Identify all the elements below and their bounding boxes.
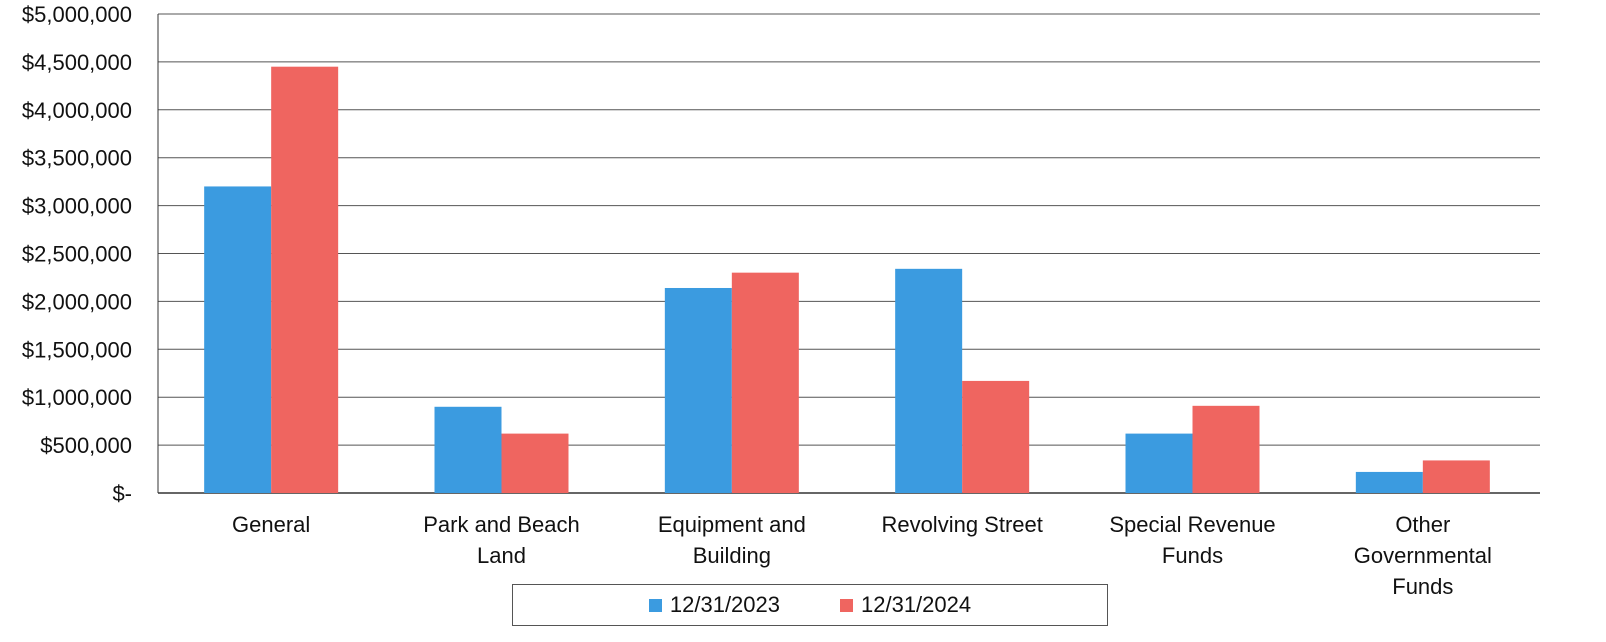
y-tick-label: $4,500,000 <box>22 50 132 75</box>
y-tick-label: $3,500,000 <box>22 146 132 171</box>
y-axis-tick-labels: $- $500,000 $1,000,000 $1,500,000 $2,000,000… <box>22 2 132 506</box>
legend: 12/31/2023 12/31/2024 <box>512 584 1108 626</box>
bar-2023 <box>1125 433 1193 493</box>
x-category-label: Revolving Street <box>881 512 1042 537</box>
x-category-label: Building <box>693 543 771 568</box>
y-tick-label: $2,000,000 <box>22 289 132 314</box>
legend-swatch-2023 <box>648 598 662 612</box>
x-category-label: General <box>232 512 310 537</box>
bar-2023 <box>204 186 272 493</box>
y-tick-label: $500,000 <box>40 433 132 458</box>
y-tick-label: $- <box>112 481 132 506</box>
x-category-label: Park and Beach <box>423 512 580 537</box>
y-tick-label: $5,000,000 <box>22 2 132 27</box>
y-tick-label: $4,000,000 <box>22 98 132 123</box>
bar-2024 <box>1192 405 1260 493</box>
legend-item-2024: 12/31/2024 <box>840 592 971 618</box>
x-axis-category-labels: General Park and Beach Land Equipment and Bu… <box>232 512 1492 599</box>
x-category-label: Funds <box>1162 543 1223 568</box>
legend-label-2024: 12/31/2024 <box>861 592 972 617</box>
bar-2024 <box>271 66 339 493</box>
y-tick-label: $1,500,000 <box>22 337 132 362</box>
x-category-label: Funds <box>1392 574 1453 599</box>
y-tick-label: $3,000,000 <box>22 194 132 219</box>
y-tick-label: $2,500,000 <box>22 242 132 267</box>
legend-label-2023: 12/31/2023 <box>669 592 780 617</box>
legend-item-2023: 12/31/2023 <box>648 592 780 618</box>
bar-2024 <box>501 433 569 493</box>
x-category-label: Land <box>477 543 526 568</box>
legend-swatch-2024 <box>840 598 853 612</box>
x-category-label: Equipment and <box>658 512 806 537</box>
y-tick-label: $1,000,000 <box>22 385 132 410</box>
bar-2023 <box>895 268 963 493</box>
x-category-label: Governmental <box>1354 543 1492 568</box>
gridlines <box>157 13 1540 494</box>
bar-2024 <box>962 380 1030 493</box>
x-category-label: Other <box>1395 512 1450 537</box>
bar-2023 <box>1355 471 1423 493</box>
bar-2024 <box>731 272 799 493</box>
bar-2024 <box>1422 460 1490 493</box>
bar-2023 <box>664 287 732 493</box>
bar-2023 <box>434 406 502 493</box>
x-category-label: Special Revenue <box>1109 512 1275 537</box>
bars <box>204 66 1490 493</box>
